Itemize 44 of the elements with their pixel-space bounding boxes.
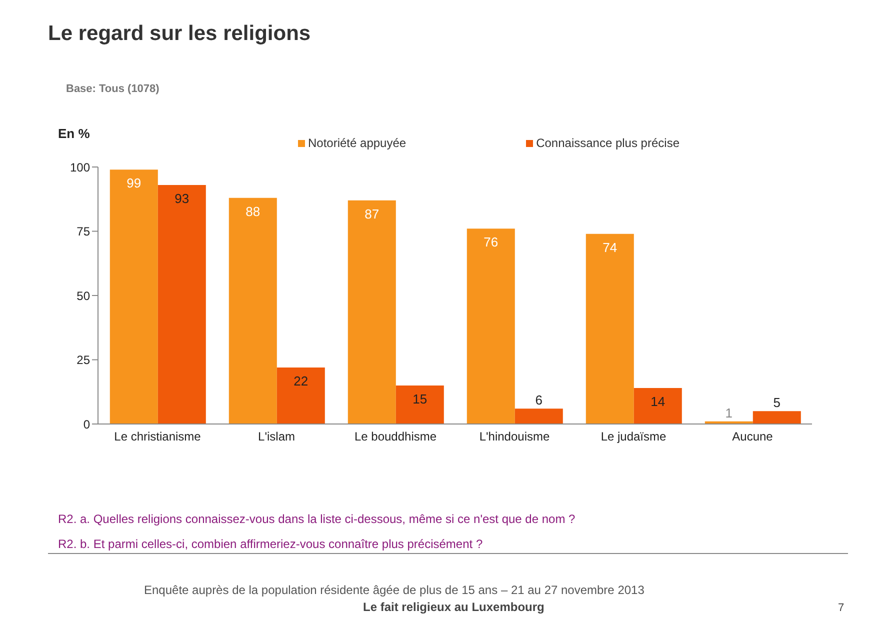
- data-label: 87: [364, 206, 380, 222]
- text: R2. a. Quelles religions connaissez-vous dans la liste ci-dessous, même si ce n'est que de nom ?: [58, 512, 576, 526]
- y-tick-label: 0: [83, 417, 90, 432]
- y-tick-label: 25: [76, 353, 90, 368]
- data-label: 5: [773, 395, 781, 410]
- data-label: 22: [294, 373, 308, 388]
- x-tick-label: Aucune: [732, 430, 774, 444]
- x-tick-label: Le judaïsme: [600, 430, 667, 444]
- data-label: 74: [602, 240, 618, 255]
- data-label: 6: [535, 392, 543, 408]
- y-tick-label: 100: [70, 160, 90, 174]
- data-label: 14: [650, 394, 666, 410]
- chart-title: Le regard sur les religions: [48, 22, 311, 46]
- text: Le fait religieux au Luxembourg: [363, 600, 544, 614]
- bar: [348, 200, 396, 424]
- bar: [752, 411, 801, 424]
- x-tick-label: L'hindouisme: [479, 430, 550, 444]
- bar: [158, 184, 206, 424]
- bar: [634, 388, 682, 424]
- text: 7: [838, 602, 844, 614]
- bar: [396, 385, 444, 424]
- bar: [110, 170, 158, 424]
- bar: [276, 367, 325, 424]
- x-tick-label: Le christianisme: [114, 430, 202, 444]
- data-label: 76: [484, 234, 498, 250]
- bar: [228, 198, 277, 424]
- y-tick-label: 50: [76, 288, 90, 303]
- legend-label: Notoriété appuyée: [308, 136, 406, 150]
- data-label: 93: [174, 190, 190, 206]
- chart-subtitle: Base: Tous (1078): [66, 83, 160, 95]
- bar: [514, 408, 563, 424]
- text: Enquête auprès de la population résidente âgée de plus de 15 ans – 21 au 27 novembre 2013: [144, 583, 644, 597]
- x-tick-label: L'islam: [258, 430, 295, 444]
- x-tick-label: Le bouddhisme: [354, 430, 437, 444]
- data-label: 99: [126, 176, 142, 191]
- y-tick-label: 75: [76, 224, 90, 239]
- data-label: 15: [412, 391, 428, 406]
- bar: [586, 234, 634, 424]
- data-label: 88: [246, 204, 260, 219]
- legend-label: Connaissance plus précise: [536, 136, 680, 150]
- data-label: 1: [725, 405, 733, 420]
- text: R2. b. Et parmi celles-ci, combien affirmeriez-vous connaître plus précisément ?: [58, 537, 483, 551]
- y-axis-title: En %: [58, 126, 90, 141]
- bar: [466, 228, 515, 424]
